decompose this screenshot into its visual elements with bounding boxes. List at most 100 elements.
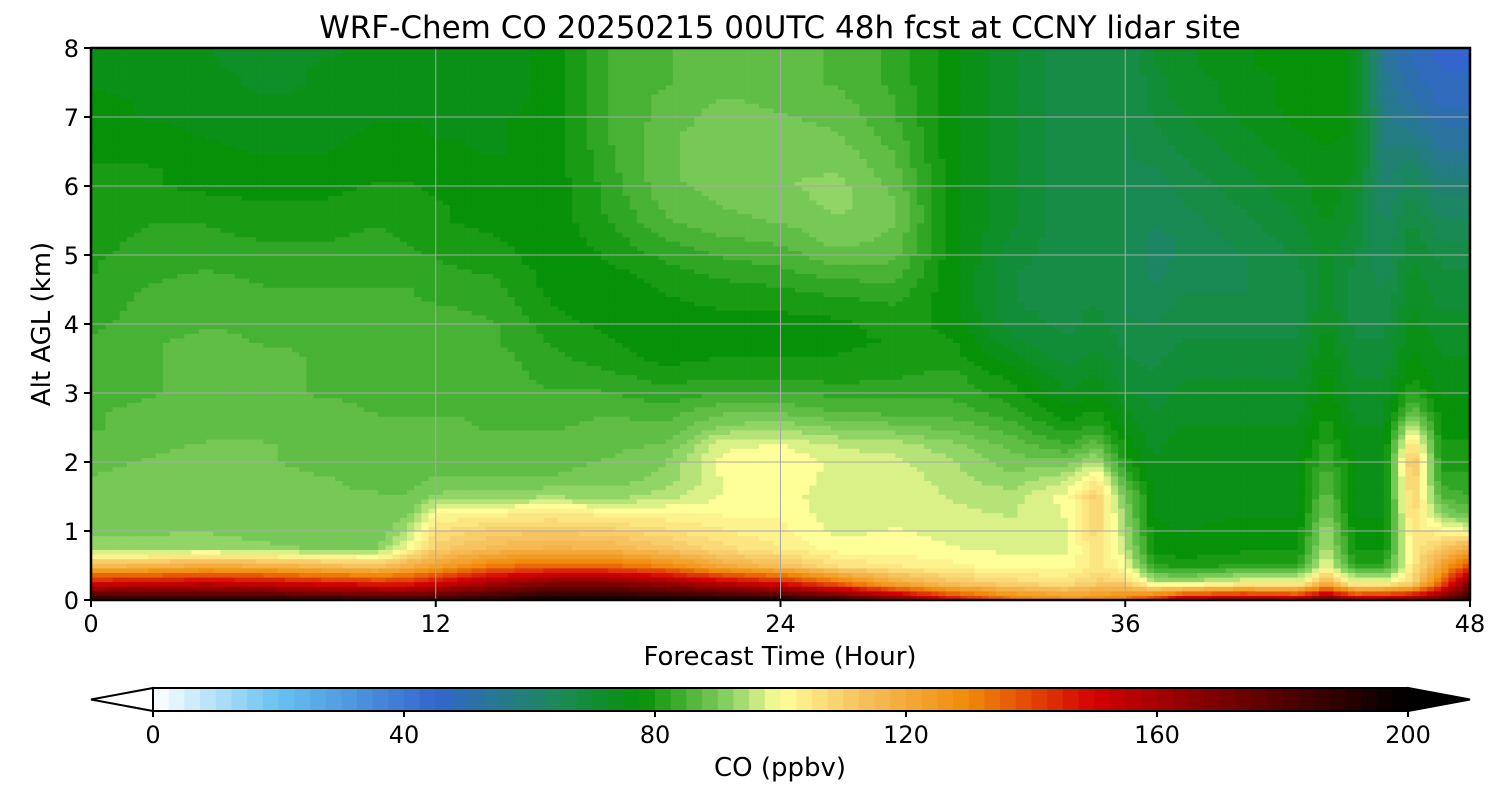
field-cell	[271, 214, 279, 219]
field-cell	[192, 568, 200, 573]
field-cell	[328, 425, 336, 430]
field-cell	[314, 494, 322, 499]
field-cell	[105, 158, 113, 163]
field-cell	[213, 273, 221, 278]
field-cell	[163, 292, 171, 297]
field-cell	[170, 218, 178, 223]
field-cell	[127, 296, 135, 301]
field-cell	[342, 508, 350, 513]
field-cell	[321, 513, 329, 518]
field-cell	[113, 536, 121, 541]
field-cell	[285, 448, 293, 453]
field-cell	[105, 168, 113, 173]
field-cell	[156, 476, 164, 481]
field-cell	[184, 66, 192, 71]
field-cell	[127, 333, 135, 338]
field-cell	[213, 195, 221, 200]
field-cell	[263, 62, 271, 67]
field-cell	[184, 287, 192, 292]
field-cell	[127, 76, 135, 81]
field-cell	[299, 361, 307, 366]
field-cell	[105, 471, 113, 476]
field-cell	[163, 85, 171, 90]
field-cell	[192, 296, 200, 301]
field-cell	[156, 301, 164, 306]
field-cell	[378, 536, 386, 541]
field-cell	[192, 536, 200, 541]
field-cell	[357, 76, 365, 81]
field-cell	[177, 135, 185, 140]
field-cell	[285, 586, 293, 591]
field-cell	[192, 554, 200, 559]
field-cell	[350, 430, 358, 435]
field-cell	[306, 168, 314, 173]
field-cell	[350, 177, 358, 182]
field-cell	[220, 53, 228, 58]
field-cell	[292, 218, 300, 223]
field-cell	[328, 76, 336, 81]
field-cell	[350, 255, 358, 260]
field-cell	[163, 375, 171, 380]
field-cell	[342, 554, 350, 559]
field-cell	[249, 480, 257, 485]
field-cell	[335, 467, 343, 472]
field-cell	[113, 241, 121, 246]
field-cell	[292, 370, 300, 375]
field-cell	[242, 145, 250, 150]
field-cell	[256, 172, 264, 177]
field-cell	[364, 53, 372, 58]
field-cell	[242, 448, 250, 453]
field-cell	[170, 177, 178, 182]
field-cell	[134, 227, 142, 232]
field-cell	[134, 411, 142, 416]
field-cell	[299, 214, 307, 219]
field-cell	[98, 411, 106, 416]
field-cell	[163, 503, 171, 508]
field-cell	[328, 209, 336, 214]
field-cell	[285, 241, 293, 246]
field-cell	[263, 439, 271, 444]
field-cell	[350, 237, 358, 242]
field-cell	[306, 393, 314, 398]
field-cell	[306, 108, 314, 113]
field-cell	[113, 76, 121, 81]
field-cell	[299, 237, 307, 242]
field-cell	[120, 356, 128, 361]
field-cell	[206, 439, 214, 444]
field-cell	[328, 513, 336, 518]
field-cell	[328, 375, 336, 380]
field-cell	[321, 411, 329, 416]
field-cell	[378, 347, 386, 352]
field-cell	[278, 80, 286, 85]
field-cell	[299, 384, 307, 389]
field-cell	[350, 352, 358, 357]
field-cell	[242, 494, 250, 499]
field-cell	[98, 361, 106, 366]
field-cell	[306, 338, 314, 343]
field-cell	[328, 554, 336, 559]
field-cell	[371, 296, 379, 301]
field-cell	[148, 62, 156, 67]
field-cell	[314, 586, 322, 591]
field-cell	[306, 172, 314, 177]
field-cell	[199, 89, 207, 94]
field-cell	[177, 549, 185, 554]
field-cell	[220, 407, 228, 412]
field-cell	[299, 494, 307, 499]
field-cell	[134, 361, 142, 366]
field-cell	[249, 149, 257, 154]
field-cell	[306, 333, 314, 338]
field-cell	[256, 186, 264, 191]
field-cell	[357, 99, 365, 104]
field-cell	[113, 407, 121, 412]
field-cell	[342, 232, 350, 237]
field-cell	[271, 365, 279, 370]
field-cell	[177, 494, 185, 499]
field-cell	[385, 425, 393, 430]
field-cell	[98, 398, 106, 403]
field-cell	[170, 411, 178, 416]
field-cell	[364, 338, 372, 343]
field-cell	[299, 108, 307, 113]
field-cell	[235, 145, 243, 150]
